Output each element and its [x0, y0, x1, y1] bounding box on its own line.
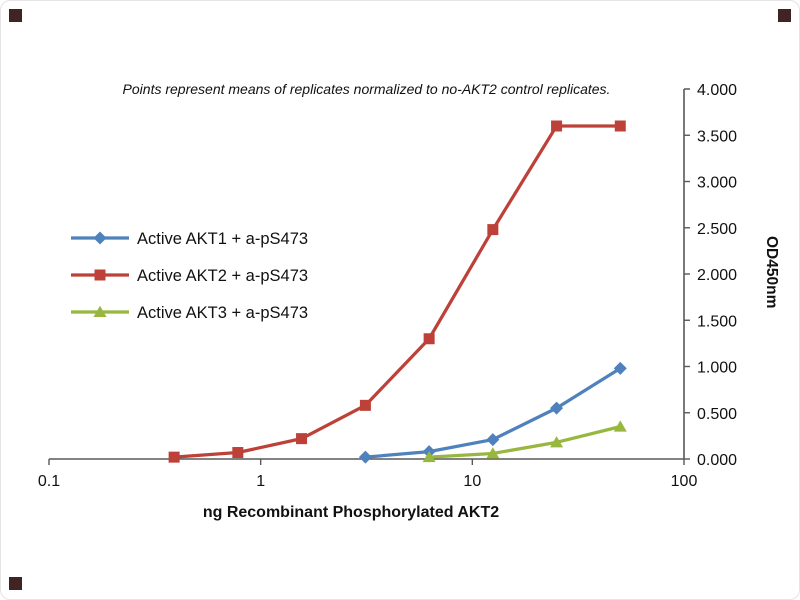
y-tick-label: 3.500: [697, 128, 737, 145]
data-point-marker: [296, 433, 308, 445]
data-point-marker: [550, 436, 564, 448]
watermark-corner-bottom-left: [9, 577, 22, 590]
data-point-marker: [550, 401, 564, 415]
watermark-corner-top-left: [9, 9, 22, 22]
data-point-marker: [486, 433, 500, 447]
data-point-marker: [423, 333, 435, 345]
data-point-marker: [358, 450, 372, 464]
y-tick-label: 1.000: [697, 360, 737, 377]
series-line: [172, 124, 622, 459]
y-tick-label: 3.000: [697, 175, 737, 192]
legend-label: Active AKT2 + a-pS473: [137, 267, 308, 285]
series-line: [427, 425, 622, 459]
y-axis-label: OD450nm: [763, 236, 780, 308]
x-tick-label: 100: [671, 473, 698, 490]
y-tick-label: 2.500: [697, 221, 737, 238]
data-point-marker: [487, 224, 499, 236]
data-point-marker: [486, 447, 500, 459]
watermark-corner-top-right: [778, 9, 791, 22]
data-point-marker: [93, 231, 107, 245]
y-tick-label: 1.500: [697, 313, 737, 330]
data-point-marker: [232, 447, 244, 459]
data-point-marker: [168, 451, 180, 463]
x-tick-label: 1: [256, 473, 265, 490]
y-tick-label: 0.500: [697, 406, 737, 423]
data-point-marker: [93, 305, 107, 317]
x-axis-label: ng Recombinant Phosphorylated AKT2: [203, 504, 499, 521]
y-tick-label: 4.000: [697, 82, 737, 99]
data-point-marker: [94, 269, 106, 281]
data-point-marker: [551, 120, 563, 132]
legend-label: Active AKT3 + a-pS473: [137, 304, 308, 322]
data-point-marker: [613, 420, 627, 432]
data-point-marker: [359, 399, 371, 411]
data-point-marker: [614, 120, 626, 132]
y-tick-label: 0.000: [697, 452, 737, 469]
data-point-marker: [613, 361, 627, 375]
x-tick-label: 0.1: [38, 473, 60, 490]
chart-title: Points represent means of replicates nor…: [123, 81, 611, 97]
legend-label: Active AKT1 + a-pS473: [137, 230, 308, 248]
y-tick-label: 2.000: [697, 267, 737, 284]
x-tick-label: 10: [463, 473, 481, 490]
data-point-marker: [422, 450, 436, 463]
